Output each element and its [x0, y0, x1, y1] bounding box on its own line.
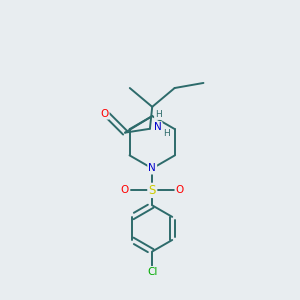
Text: O: O — [176, 185, 184, 195]
Text: O: O — [100, 109, 109, 118]
Text: H: H — [155, 110, 162, 119]
Text: N: N — [148, 164, 156, 173]
Text: Cl: Cl — [147, 267, 158, 277]
Text: H: H — [164, 129, 170, 138]
Text: S: S — [148, 184, 156, 197]
Text: N: N — [154, 122, 161, 132]
Text: O: O — [120, 185, 129, 195]
